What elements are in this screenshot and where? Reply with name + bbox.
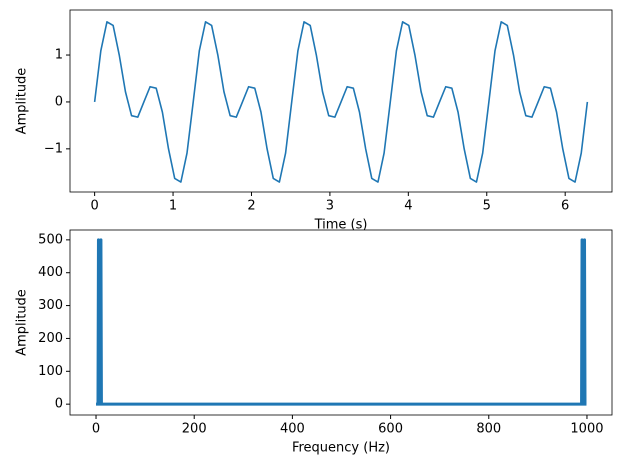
x-tick-label: 5 bbox=[483, 199, 491, 214]
y-tick-label: 0 bbox=[55, 397, 63, 412]
y-axis-label: Amplitude bbox=[15, 68, 30, 135]
axes-background bbox=[70, 230, 612, 415]
x-tick-label: 200 bbox=[182, 422, 207, 437]
x-tick-label: 6 bbox=[561, 199, 569, 214]
x-tick-label: 3 bbox=[326, 199, 334, 214]
y-tick-label: 400 bbox=[38, 265, 63, 280]
x-axis-label: Time (s) bbox=[314, 218, 368, 233]
x-tick-label: 600 bbox=[378, 422, 403, 437]
y-tick-label: 300 bbox=[38, 298, 63, 313]
axes-frame bbox=[69, 9, 613, 193]
x-tick-label: 400 bbox=[280, 422, 305, 437]
y-tick-label: 1 bbox=[55, 48, 63, 63]
y-tick-label: 500 bbox=[38, 232, 63, 247]
x-tick-label: 4 bbox=[404, 199, 412, 214]
x-tick-label: 1000 bbox=[570, 422, 603, 437]
x-tick-label: 2 bbox=[247, 199, 255, 214]
y-tick-label: 0 bbox=[55, 94, 63, 109]
y-axis-label: Amplitude bbox=[15, 289, 30, 356]
axes-frame bbox=[69, 229, 613, 416]
x-tick-label: 0 bbox=[92, 422, 100, 437]
y-tick-label: 200 bbox=[38, 331, 63, 346]
y-tick-label: −1 bbox=[44, 141, 63, 156]
line bbox=[96, 238, 587, 406]
line bbox=[93, 21, 589, 183]
x-axis-label: Frequency (Hz) bbox=[292, 441, 390, 456]
x-tick-label: 0 bbox=[90, 199, 98, 214]
y-tick-label: 100 bbox=[38, 364, 63, 379]
x-tick-label: 1 bbox=[169, 199, 177, 214]
x-tick-label: 800 bbox=[476, 422, 501, 437]
